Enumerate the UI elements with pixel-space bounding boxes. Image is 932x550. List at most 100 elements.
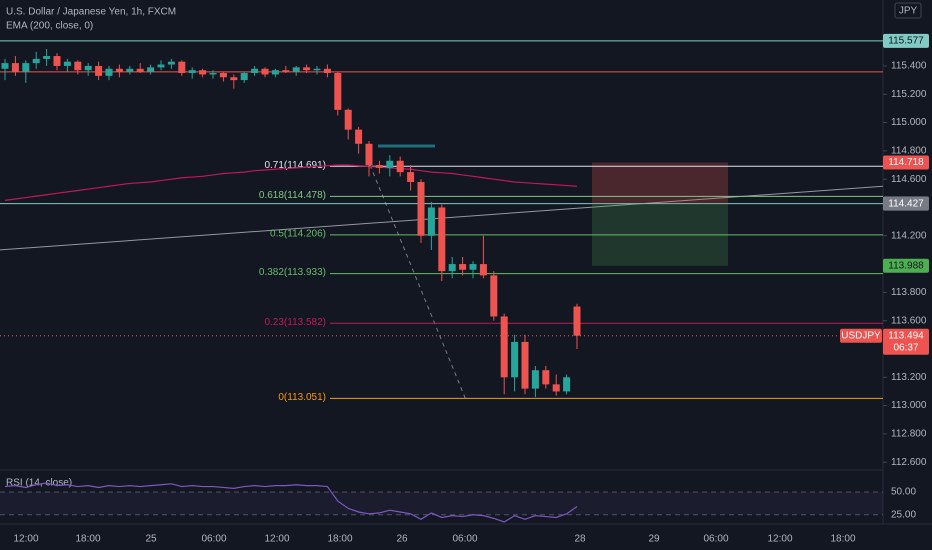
y-tick-label: 113.200 bbox=[891, 372, 927, 383]
symbol-label: USDJPY bbox=[841, 330, 881, 341]
fib-label: 0.5(114.206) bbox=[270, 229, 326, 240]
last-price-label: 113.494 bbox=[888, 330, 924, 341]
candle-body bbox=[303, 67, 311, 71]
price-tag bbox=[883, 33, 929, 48]
candle-body bbox=[11, 63, 19, 72]
chart-title: U.S. Dollar / Japanese Yen, 1h, FXCM bbox=[6, 7, 176, 18]
candle-body bbox=[552, 384, 560, 392]
x-tick-label: 12:00 bbox=[13, 534, 38, 545]
candle-body bbox=[219, 73, 227, 78]
stop-zone bbox=[592, 162, 728, 204]
price-tag bbox=[883, 196, 929, 211]
candle-body bbox=[261, 68, 269, 75]
candle-body bbox=[22, 63, 30, 72]
fib-label: 0.71(114.691) bbox=[264, 160, 326, 171]
candle-body bbox=[448, 264, 456, 272]
x-tick-label: 12:00 bbox=[264, 534, 289, 545]
price-tag-label: 114.718 bbox=[888, 157, 924, 168]
y-tick-label: 114.600 bbox=[891, 174, 927, 185]
fib-label: 0.382(113.933) bbox=[259, 267, 326, 278]
candle-body bbox=[521, 341, 529, 389]
candle-body bbox=[531, 370, 539, 389]
candle-body bbox=[469, 264, 477, 270]
countdown: 06:37 bbox=[893, 342, 918, 353]
currency-box[interactable] bbox=[894, 2, 922, 19]
candle-body bbox=[251, 68, 259, 74]
y-tick-label: 50.00 bbox=[891, 487, 916, 498]
candle-body bbox=[459, 264, 467, 270]
candle-body bbox=[105, 68, 113, 76]
candle-body bbox=[500, 316, 508, 378]
candle-body bbox=[63, 61, 71, 66]
rsi-line bbox=[4, 482, 578, 523]
fib-trend bbox=[369, 164, 467, 401]
candle-body bbox=[240, 73, 248, 81]
candle-body bbox=[209, 73, 217, 75]
y-tick-label: 115.200 bbox=[891, 89, 927, 100]
candle-body bbox=[1, 63, 9, 69]
candle-body bbox=[417, 181, 425, 236]
y-tick-label: 113.600 bbox=[891, 315, 927, 326]
candle-body bbox=[147, 67, 155, 72]
rsi-title: RSI (14, close) bbox=[6, 478, 72, 489]
price-tag-label: 113.988 bbox=[888, 260, 924, 271]
y-tick-label: 25.00 bbox=[891, 509, 916, 520]
candle-body bbox=[438, 207, 446, 272]
candle-body bbox=[43, 56, 51, 59]
candle-body bbox=[355, 129, 363, 144]
candle-body bbox=[511, 341, 519, 378]
candle-body bbox=[53, 56, 61, 66]
last-price-tag bbox=[883, 328, 929, 355]
candle-body bbox=[282, 70, 290, 72]
candle-body bbox=[136, 68, 144, 72]
x-tick-label: 06:00 bbox=[201, 534, 226, 545]
candle-body bbox=[365, 143, 373, 166]
candle-body bbox=[396, 160, 404, 173]
ema-line bbox=[4, 164, 578, 201]
y-tick-label: 113.000 bbox=[891, 400, 927, 411]
x-tick-label: 18:00 bbox=[75, 534, 100, 545]
candle-body bbox=[84, 65, 92, 71]
symbol-tag bbox=[840, 328, 882, 343]
price-tag bbox=[883, 155, 929, 170]
rsi-band bbox=[0, 492, 883, 515]
candle-body bbox=[271, 70, 279, 75]
candle-body bbox=[334, 73, 342, 110]
candle-body bbox=[407, 172, 415, 182]
candle-body bbox=[178, 61, 186, 74]
candle-body bbox=[427, 207, 435, 236]
y-tick-label: 112.800 bbox=[891, 429, 927, 440]
y-tick-label: 112.600 bbox=[891, 457, 927, 468]
fib-label: 0.23(113.582) bbox=[264, 317, 326, 328]
candle-body bbox=[199, 70, 207, 75]
candle-body bbox=[74, 61, 82, 71]
candle-body bbox=[188, 70, 196, 74]
candle-body bbox=[95, 65, 103, 76]
candle-body bbox=[542, 370, 550, 385]
x-tick-label: 06:00 bbox=[452, 534, 477, 545]
candle-body bbox=[126, 68, 134, 72]
candle-body bbox=[115, 68, 123, 72]
price-tag-label: 115.577 bbox=[888, 36, 924, 47]
candle-body bbox=[479, 264, 487, 276]
x-tick-label: 28 bbox=[574, 534, 586, 545]
candle-body bbox=[323, 68, 331, 74]
candle-body bbox=[375, 165, 383, 168]
y-tick-label: 114.800 bbox=[891, 146, 927, 157]
x-tick-label: 18:00 bbox=[327, 534, 352, 545]
price-tag-label: 114.427 bbox=[888, 198, 924, 209]
x-tick-label: 06:00 bbox=[703, 534, 728, 545]
candle-body bbox=[157, 64, 165, 68]
candle-body bbox=[563, 377, 571, 392]
candle-body bbox=[573, 306, 581, 336]
currency[interactable]: JPY bbox=[899, 6, 918, 17]
candle-body bbox=[313, 68, 321, 71]
y-tick-label: 115.400 bbox=[891, 61, 927, 72]
price-tag bbox=[883, 258, 929, 273]
x-tick-label: 12:00 bbox=[767, 534, 792, 545]
candle-body bbox=[344, 109, 352, 130]
candle-body bbox=[386, 160, 394, 168]
